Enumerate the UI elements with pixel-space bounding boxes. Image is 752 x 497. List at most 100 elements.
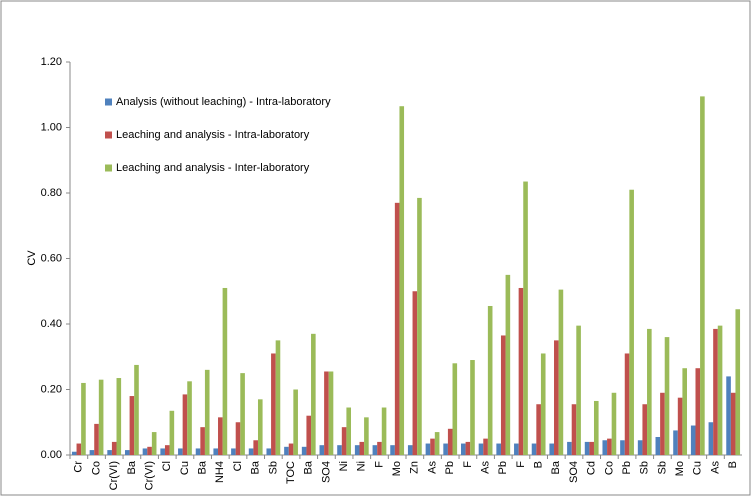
bar bbox=[364, 417, 369, 455]
bar bbox=[81, 382, 86, 455]
legend-label: Leaching and analysis - Intra-laboratory bbox=[116, 129, 310, 141]
bar bbox=[589, 441, 594, 455]
bar bbox=[222, 287, 228, 455]
bar bbox=[647, 328, 652, 455]
bar bbox=[306, 415, 312, 455]
bar bbox=[576, 325, 581, 455]
bar bbox=[248, 448, 254, 455]
bar bbox=[71, 451, 77, 455]
bar bbox=[89, 450, 95, 455]
bar bbox=[629, 189, 634, 455]
x-tick-label: Pb bbox=[444, 461, 456, 474]
bar bbox=[496, 443, 501, 455]
bar bbox=[434, 432, 440, 455]
bar bbox=[164, 445, 170, 455]
y-axis-label: CV bbox=[26, 250, 38, 266]
bar bbox=[124, 450, 130, 455]
x-tick-label: Mo bbox=[391, 461, 403, 476]
bar bbox=[372, 445, 378, 455]
bar bbox=[673, 430, 678, 455]
bar bbox=[200, 427, 205, 455]
bar bbox=[465, 441, 471, 455]
x-tick-label: F bbox=[462, 461, 474, 468]
x-tick-label: Ba bbox=[126, 460, 138, 474]
bar bbox=[531, 443, 537, 455]
x-tick-label: Cl bbox=[161, 461, 173, 471]
bar bbox=[523, 181, 528, 455]
bar bbox=[195, 448, 201, 455]
bar bbox=[213, 448, 219, 455]
bar bbox=[107, 450, 112, 455]
legend-swatch bbox=[105, 98, 112, 106]
bar bbox=[664, 337, 670, 455]
y-tick-label: 0.00 bbox=[41, 449, 62, 461]
bar bbox=[178, 448, 183, 455]
bar bbox=[554, 340, 559, 455]
x-tick-label: As bbox=[709, 461, 721, 474]
bar bbox=[483, 438, 488, 455]
x-tick-label: Cu bbox=[692, 461, 704, 475]
x-tick-label: F bbox=[515, 461, 527, 468]
x-tick-label: SO4 bbox=[568, 461, 580, 483]
bar bbox=[301, 446, 307, 455]
bar bbox=[111, 441, 117, 455]
legend-swatch bbox=[105, 164, 112, 172]
x-tick-label: B bbox=[727, 461, 739, 468]
bar bbox=[677, 397, 683, 455]
bar bbox=[487, 305, 493, 455]
x-tick-label: Sb bbox=[656, 461, 668, 474]
bar bbox=[443, 443, 448, 455]
x-tick-label: Ni bbox=[356, 461, 368, 471]
x-tick-label: As bbox=[426, 461, 438, 474]
bar bbox=[377, 441, 382, 455]
bar bbox=[567, 441, 572, 455]
x-tick-label: Ba bbox=[550, 460, 562, 474]
x-tick-label: Sb bbox=[639, 461, 651, 474]
y-tick-label: 0.40 bbox=[41, 318, 62, 330]
bar bbox=[735, 309, 741, 455]
bar bbox=[642, 404, 648, 455]
bar bbox=[231, 448, 236, 455]
bar bbox=[708, 422, 714, 455]
bar bbox=[655, 436, 661, 455]
bar bbox=[328, 371, 334, 455]
bar bbox=[354, 445, 360, 455]
bar bbox=[417, 197, 422, 455]
bar bbox=[129, 396, 135, 455]
bar bbox=[218, 417, 223, 455]
x-tick-label: Cu bbox=[179, 461, 191, 475]
bar bbox=[311, 333, 316, 455]
x-tick-label: Ba bbox=[303, 460, 315, 474]
bar bbox=[76, 443, 82, 455]
bar bbox=[341, 427, 347, 455]
bar bbox=[293, 389, 298, 455]
bar bbox=[518, 287, 524, 455]
bar bbox=[620, 440, 625, 455]
x-tick-label: As bbox=[479, 461, 491, 474]
bar bbox=[187, 381, 192, 455]
bar bbox=[98, 379, 104, 455]
bar bbox=[430, 438, 435, 455]
bar bbox=[381, 407, 387, 455]
y-tick-label: 0.20 bbox=[41, 383, 62, 395]
bar bbox=[452, 363, 458, 455]
bar bbox=[94, 423, 99, 455]
y-tick-label: 0.80 bbox=[41, 187, 62, 199]
bar bbox=[460, 443, 466, 455]
x-tick-label: B bbox=[533, 461, 545, 468]
x-tick-label: Ni bbox=[338, 461, 350, 471]
bar bbox=[602, 440, 608, 455]
bar bbox=[151, 432, 157, 455]
bar bbox=[160, 448, 165, 455]
bar bbox=[253, 440, 258, 455]
bar bbox=[500, 335, 506, 455]
bar bbox=[359, 441, 365, 455]
x-tick-label: Pb bbox=[621, 461, 633, 474]
x-tick-label: Cr(VI) bbox=[108, 461, 120, 490]
bar bbox=[425, 443, 431, 455]
y-tick-label: 1.00 bbox=[41, 121, 62, 133]
bar bbox=[134, 364, 139, 455]
x-tick-label: Co bbox=[90, 461, 102, 475]
x-tick-label: NH4 bbox=[214, 461, 226, 483]
bar bbox=[182, 394, 188, 455]
